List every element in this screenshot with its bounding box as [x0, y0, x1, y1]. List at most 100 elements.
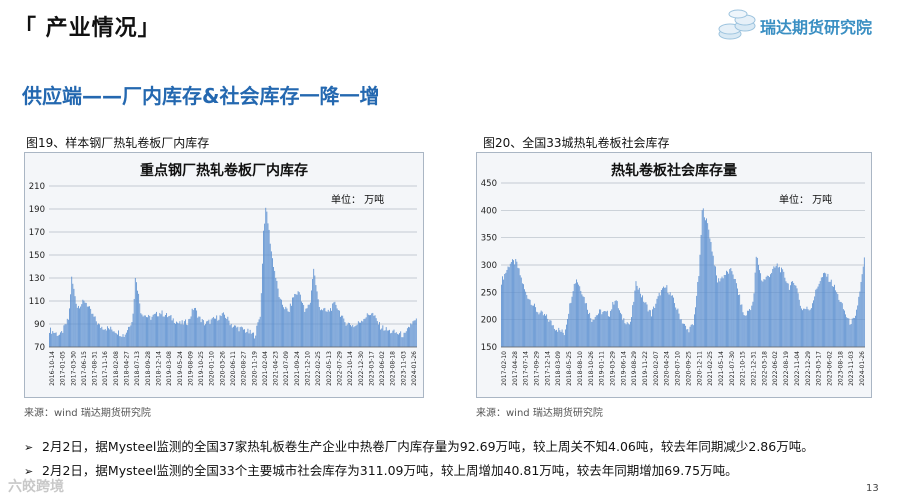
bar — [79, 308, 80, 347]
bar — [785, 281, 787, 347]
x-tick-label: 2016-10-14 — [49, 351, 56, 386]
bar — [110, 326, 112, 347]
bar — [167, 317, 169, 347]
bar — [560, 331, 562, 347]
bar — [201, 319, 203, 347]
bar — [820, 277, 822, 347]
bar — [225, 317, 227, 347]
bar — [229, 325, 231, 347]
bar — [250, 333, 252, 347]
bar — [523, 284, 524, 347]
bar — [622, 320, 624, 347]
bar — [817, 286, 819, 347]
bar — [570, 302, 572, 347]
page-number: 13 — [866, 483, 879, 494]
bar — [65, 324, 67, 347]
bar — [206, 321, 208, 347]
x-tick-label: 2018-10-26 — [588, 351, 595, 386]
bar — [761, 280, 763, 347]
bar — [783, 271, 785, 347]
bar — [82, 299, 84, 347]
bar — [582, 296, 584, 347]
bar — [334, 301, 336, 347]
x-tick-label: 2020-12-11 — [696, 351, 703, 386]
bar — [109, 329, 111, 347]
bar — [745, 315, 747, 347]
bar — [535, 307, 537, 347]
bar — [163, 316, 165, 347]
bar — [294, 293, 296, 347]
y-tick-label: 150 — [29, 251, 45, 261]
bar — [584, 303, 586, 347]
bar — [677, 308, 679, 347]
bar — [686, 329, 688, 347]
bar — [819, 281, 821, 347]
bar — [55, 332, 57, 347]
bar — [674, 303, 676, 347]
bar — [641, 297, 642, 347]
bar — [576, 279, 577, 347]
company-logo: 瑞达期货研究院 — [718, 8, 888, 44]
bar — [557, 331, 559, 347]
bar — [108, 328, 109, 347]
bar — [228, 320, 230, 347]
x-tick-label: 2017-12-14 — [544, 351, 551, 386]
bar — [379, 322, 380, 347]
bar — [267, 223, 269, 347]
bar — [197, 317, 199, 347]
bar — [816, 288, 818, 347]
section-title: 供应端——厂内库存&社会库存一降一增 — [22, 84, 380, 108]
bar — [730, 268, 732, 347]
bar — [709, 238, 711, 347]
bar — [590, 318, 592, 347]
bar — [257, 322, 259, 347]
bar — [280, 299, 282, 347]
x-tick-label: 2020-09-25 — [685, 351, 692, 386]
bar — [395, 332, 397, 347]
bar — [615, 300, 617, 347]
bar — [720, 278, 722, 347]
bar — [75, 303, 77, 347]
bar — [393, 329, 395, 347]
bar — [519, 275, 521, 347]
bar — [633, 301, 635, 347]
bar — [587, 309, 588, 347]
bar — [836, 292, 838, 347]
x-tick-label: 2020-07-10 — [675, 351, 682, 386]
y-tick-label: 300 — [481, 261, 497, 271]
bar — [809, 309, 811, 347]
bar — [135, 282, 137, 347]
bar — [756, 257, 758, 347]
bar — [580, 290, 582, 347]
bar — [665, 287, 667, 347]
bar — [389, 329, 390, 347]
bar — [313, 268, 315, 347]
bar — [357, 321, 359, 347]
bar — [366, 313, 368, 347]
bar — [81, 304, 83, 347]
bar — [385, 327, 387, 347]
x-tick-label: 2018-07-13 — [134, 351, 141, 386]
bar — [61, 331, 63, 347]
bar — [849, 324, 851, 347]
bullet-text: 2月2日，据Mysteel监测的全国37家热轧板卷生产企业中热卷厂内库存量为92… — [42, 439, 814, 454]
bar — [660, 289, 662, 347]
bar — [548, 321, 550, 347]
bar — [861, 274, 863, 347]
bar — [562, 332, 564, 347]
bar — [717, 282, 719, 347]
bar — [547, 318, 549, 347]
bar — [510, 262, 512, 347]
bar — [767, 275, 769, 347]
bar — [133, 298, 135, 347]
bar — [227, 316, 229, 347]
bar — [814, 296, 816, 347]
bar — [812, 303, 813, 347]
bar — [830, 279, 832, 347]
bar — [545, 315, 546, 347]
bar — [723, 274, 725, 347]
bar — [312, 279, 314, 347]
bar — [363, 318, 365, 347]
bar — [589, 312, 591, 347]
bar — [208, 319, 210, 347]
